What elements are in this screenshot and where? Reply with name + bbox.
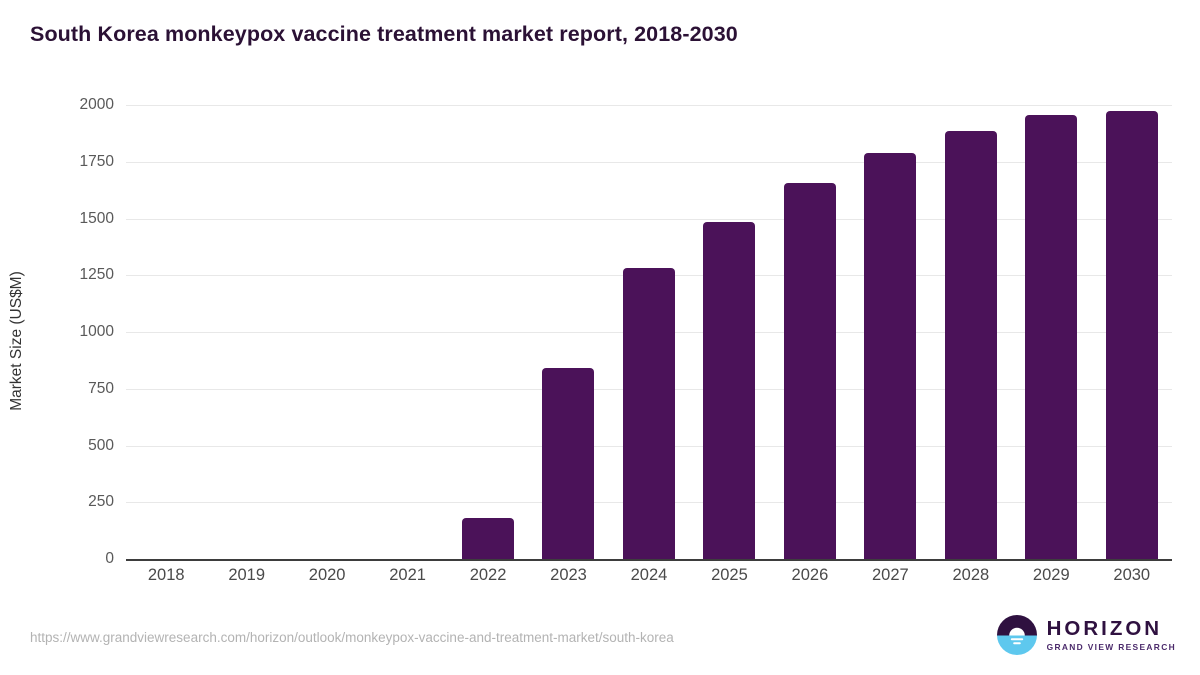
horizon-sun-circle-icon — [996, 615, 1037, 655]
x-axis-tick-label: 2023 — [550, 566, 587, 584]
x-axis-tick-label: 2025 — [711, 566, 748, 584]
bar-2028[interactable] — [944, 130, 997, 559]
x-axis-tick-label: 2020 — [308, 566, 346, 584]
gridline — [126, 218, 1172, 220]
plot-area — [126, 105, 1172, 559]
logo-wordmark: HORIZON — [1046, 616, 1163, 640]
y-axis-tick-label: 1000 — [79, 323, 114, 340]
bar-slot — [206, 105, 286, 559]
gridline — [126, 105, 1172, 106]
x-axis-tick-label: 2018 — [147, 566, 185, 584]
y-axis-tick-label: 1250 — [79, 266, 114, 284]
bar-slot — [689, 105, 769, 559]
x-axis-tick-label: 2028 — [952, 566, 990, 584]
x-axis-tick-label: 2024 — [630, 566, 668, 584]
bar-2030[interactable] — [1105, 110, 1158, 559]
y-axis-tick-label: 500 — [88, 436, 114, 454]
bar-slot — [1092, 105, 1172, 559]
logo-text-block: HORIZON GRAND VIEW RESEARCH — [1046, 616, 1176, 653]
bar-slot — [850, 105, 930, 559]
x-axis-tick-label: 2030 — [1113, 566, 1151, 584]
x-axis-tick-label: 2029 — [1032, 566, 1070, 584]
y-axis-tick-label: 250 — [88, 493, 114, 511]
y-axis-tick-label: 2000 — [79, 96, 114, 113]
bar-slot — [126, 105, 206, 559]
y-axis-tick-labels: 0 250 500 750 1000 1250 1500 1750 2000 — [6, 0, 114, 675]
x-axis-tick-label: 2026 — [791, 566, 829, 584]
y-axis-tick-label: 1750 — [79, 152, 114, 170]
y-axis-tick-label: 750 — [88, 379, 114, 397]
bar-2029[interactable] — [1025, 115, 1078, 559]
x-axis-tick-label: 2019 — [228, 566, 266, 584]
bar-slot — [367, 105, 447, 559]
source-url[interactable]: https://www.grandviewresearch.com/horizo… — [30, 630, 674, 645]
bar-slot — [770, 105, 850, 559]
bar-2025[interactable] — [703, 221, 756, 559]
gridline — [126, 161, 1172, 163]
x-axis-tick-label: 2021 — [389, 566, 426, 584]
y-axis-tick-label: 1500 — [79, 209, 114, 227]
y-axis-title: Market Size (US$M) — [8, 271, 25, 411]
logo-tagline: GRAND VIEW RESEARCH — [1046, 642, 1176, 653]
bar-2022[interactable] — [461, 518, 514, 559]
horizon-logo[interactable]: HORIZON GRAND VIEW RESEARCH — [996, 612, 1176, 658]
bar-2024[interactable] — [622, 268, 675, 559]
bar-2027[interactable] — [864, 152, 917, 559]
x-axis-tick-label: 2022 — [469, 566, 507, 584]
bar-slot — [448, 105, 528, 559]
y-axis-tick-label: 0 — [105, 550, 114, 567]
bar-2023[interactable] — [542, 368, 595, 559]
bar-slot — [609, 105, 689, 559]
bar-2026[interactable] — [783, 183, 836, 559]
x-axis-tick-label: 2027 — [872, 566, 909, 584]
bar-slot — [528, 105, 608, 559]
page-title: South Korea monkeypox vaccine treatment … — [30, 22, 738, 46]
x-axis-line — [126, 559, 1172, 561]
bar-slot — [1011, 105, 1091, 559]
bar-slot — [287, 105, 367, 559]
bar-slot — [931, 105, 1011, 559]
